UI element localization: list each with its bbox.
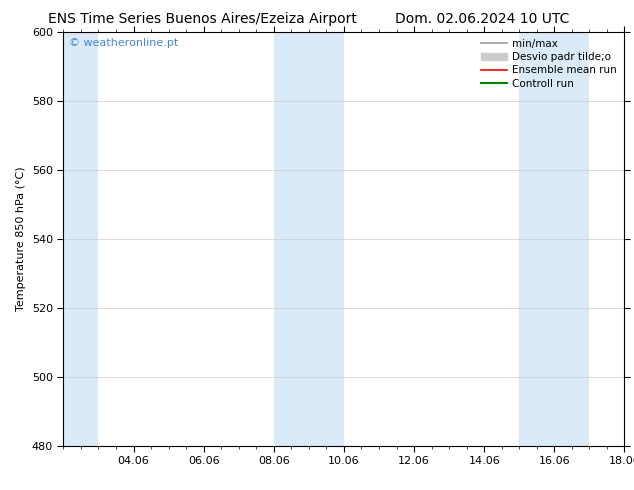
Y-axis label: Temperature 850 hPa (°C): Temperature 850 hPa (°C) <box>16 167 26 311</box>
Bar <box>274 32 344 446</box>
Text: Dom. 02.06.2024 10 UTC: Dom. 02.06.2024 10 UTC <box>394 12 569 26</box>
Text: © weatheronline.pt: © weatheronline.pt <box>69 38 178 48</box>
Bar <box>63 32 98 446</box>
Bar <box>519 32 590 446</box>
Text: ENS Time Series Buenos Aires/Ezeiza Airport: ENS Time Series Buenos Aires/Ezeiza Airp… <box>48 12 358 26</box>
Legend: min/max, Desvio padr tilde;o, Ensemble mean run, Controll run: min/max, Desvio padr tilde;o, Ensemble m… <box>477 35 621 93</box>
